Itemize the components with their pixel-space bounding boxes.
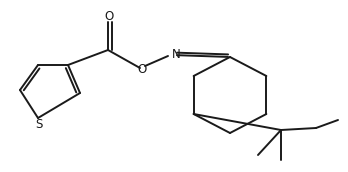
- Text: O: O: [137, 62, 147, 76]
- Text: O: O: [104, 9, 114, 23]
- Text: N: N: [172, 47, 180, 61]
- Text: S: S: [35, 119, 43, 132]
